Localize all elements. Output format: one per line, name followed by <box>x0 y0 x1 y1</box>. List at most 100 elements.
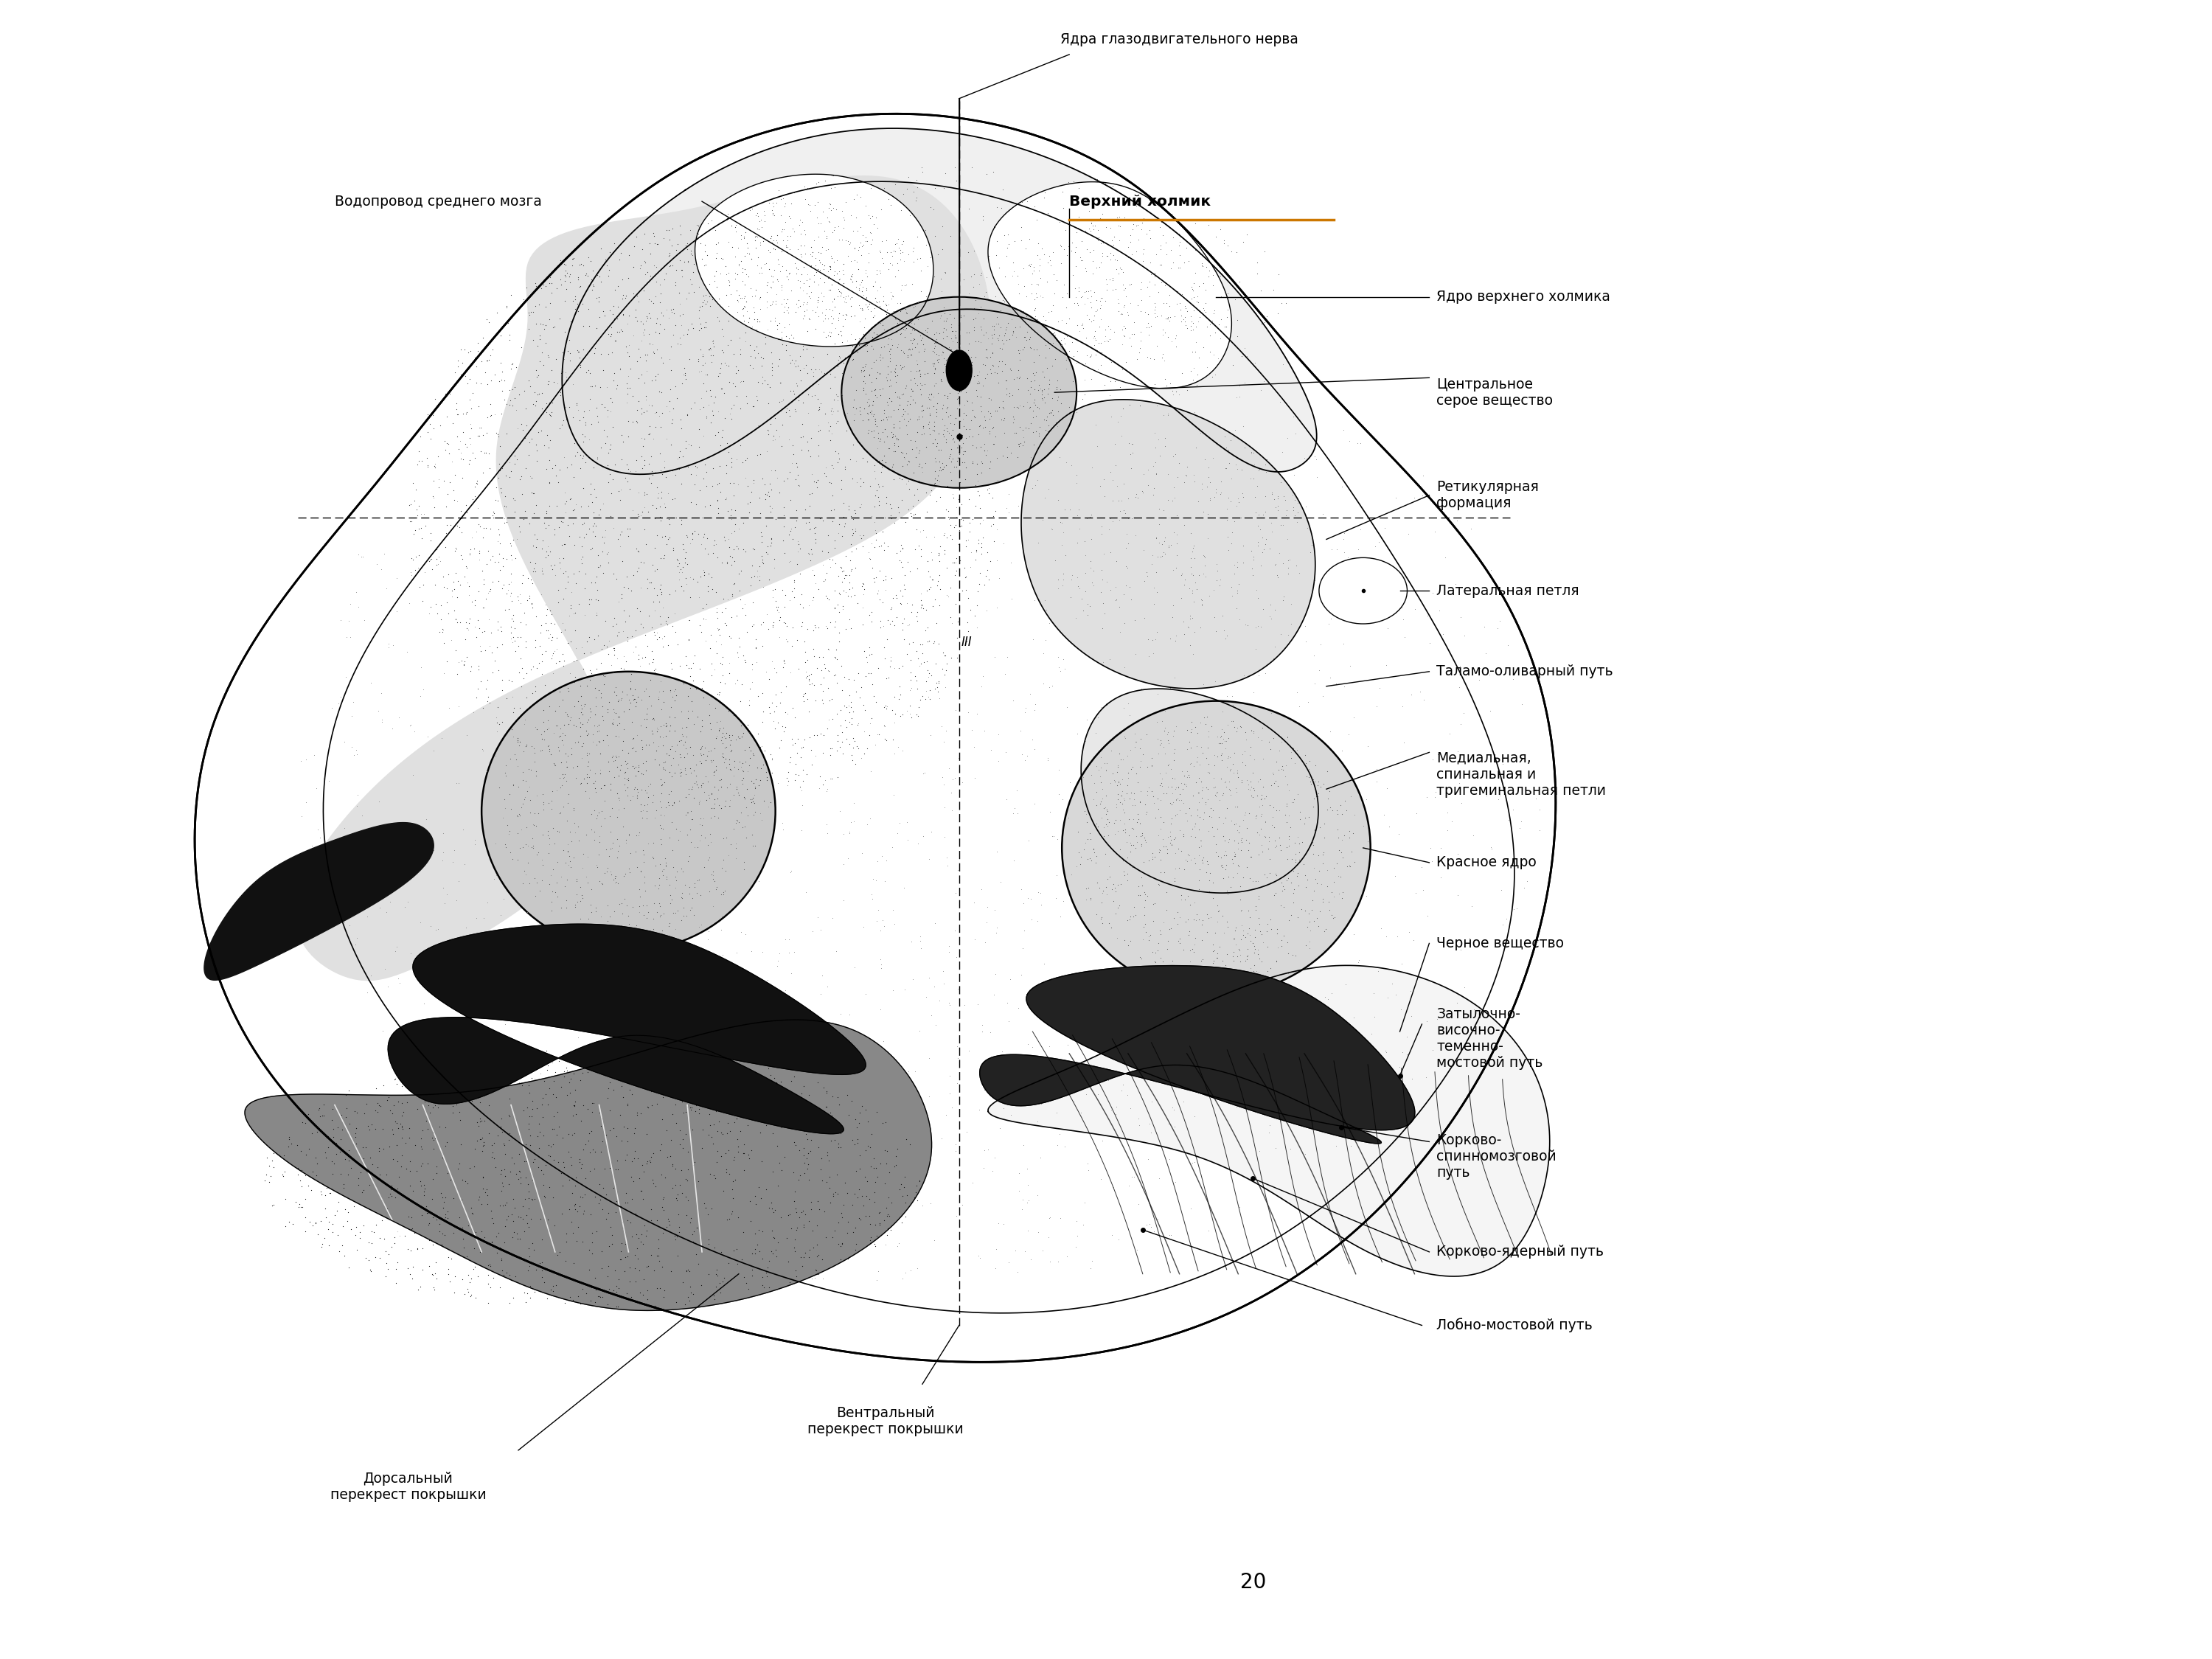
Point <box>1214 465 1250 491</box>
Point <box>757 715 792 742</box>
Point <box>1031 370 1066 397</box>
Point <box>626 707 661 733</box>
Point <box>416 1058 451 1085</box>
Point <box>533 609 568 635</box>
Point <box>759 952 794 979</box>
Point <box>799 357 834 383</box>
Point <box>504 655 540 682</box>
Point <box>672 488 708 514</box>
Point <box>836 431 872 458</box>
Point <box>1037 280 1073 307</box>
Point <box>1241 911 1276 937</box>
Point <box>931 355 967 382</box>
Point <box>1245 838 1281 864</box>
Point <box>697 1286 732 1312</box>
Point <box>323 1160 358 1186</box>
Point <box>535 750 571 776</box>
Point <box>507 1148 542 1175</box>
Point <box>529 538 564 564</box>
Point <box>655 1151 690 1178</box>
Point <box>880 395 916 421</box>
Point <box>372 1133 407 1160</box>
Point <box>345 1176 380 1203</box>
Point <box>894 382 929 408</box>
Point <box>847 224 883 251</box>
Point <box>644 400 679 426</box>
Point <box>580 1282 615 1309</box>
Point <box>549 888 584 914</box>
Point <box>920 347 956 373</box>
Point <box>1146 956 1181 982</box>
Point <box>825 214 860 241</box>
Point <box>648 523 684 549</box>
Point <box>577 523 613 549</box>
Point <box>542 456 577 483</box>
Point <box>925 655 960 682</box>
Point <box>568 262 604 289</box>
Point <box>810 539 845 566</box>
Point <box>568 411 604 438</box>
Point <box>854 355 889 382</box>
Point <box>1172 358 1208 385</box>
Point <box>920 380 956 406</box>
Point <box>1208 735 1243 761</box>
Point <box>1212 775 1248 801</box>
Point <box>641 684 677 710</box>
Point <box>699 544 734 571</box>
Point <box>577 796 613 823</box>
Point <box>706 881 741 907</box>
Point <box>993 586 1029 612</box>
Point <box>586 664 622 690</box>
Point <box>1139 785 1175 811</box>
Point <box>1250 1025 1285 1052</box>
Point <box>1225 662 1261 688</box>
Point <box>688 606 723 632</box>
Point <box>467 1047 502 1073</box>
Point <box>969 279 1004 305</box>
Point <box>622 753 657 780</box>
Point <box>655 854 690 881</box>
Point <box>526 708 562 735</box>
Point <box>1082 473 1117 499</box>
Point <box>807 1117 843 1143</box>
Point <box>584 813 619 839</box>
Point <box>1075 307 1110 333</box>
Point <box>1097 820 1133 846</box>
Point <box>1104 778 1139 805</box>
Point <box>801 466 836 493</box>
Point <box>885 353 920 380</box>
Point <box>1099 753 1135 780</box>
Point <box>1473 698 1509 725</box>
Point <box>832 820 867 846</box>
Point <box>896 317 931 343</box>
Point <box>1106 395 1141 421</box>
Point <box>907 450 942 476</box>
Point <box>818 260 854 287</box>
Point <box>697 531 732 557</box>
Point <box>361 1098 396 1125</box>
Point <box>1006 297 1042 324</box>
Point <box>498 486 533 513</box>
Point <box>719 260 754 287</box>
Point <box>825 888 860 914</box>
Point <box>920 342 956 368</box>
Point <box>874 1183 909 1209</box>
Point <box>489 1206 524 1233</box>
Point <box>440 660 476 687</box>
Point <box>1152 810 1188 836</box>
Point <box>710 307 745 333</box>
Point <box>602 247 637 274</box>
Point <box>1113 272 1148 299</box>
Point <box>982 564 1018 591</box>
Point <box>900 556 936 582</box>
Point <box>637 1292 672 1319</box>
Point <box>889 640 925 667</box>
Point <box>869 607 905 634</box>
Point <box>518 388 553 415</box>
Point <box>661 1085 697 1112</box>
Point <box>752 1274 787 1301</box>
Point <box>909 479 945 506</box>
Point <box>714 234 750 260</box>
Point <box>883 810 918 836</box>
Point <box>1484 853 1520 879</box>
